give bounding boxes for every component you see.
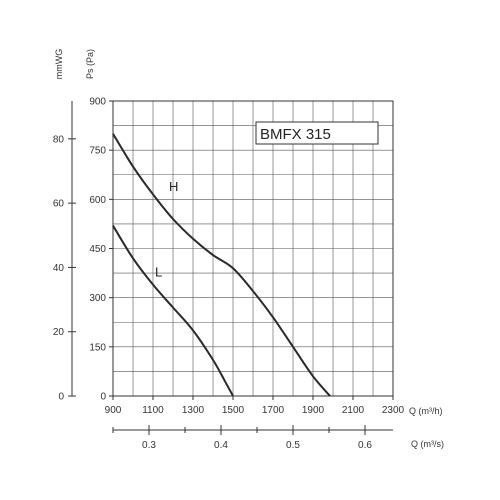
x2-tick-label: 0.4 (214, 440, 228, 451)
curve-label-l: L (155, 264, 162, 279)
chart-title: BMFX 315 (260, 126, 331, 143)
x2-tick-label: 0.3 (142, 440, 156, 451)
x-axis-title: Q (m³/h) (409, 406, 443, 416)
y2-axis-title: mmWG (54, 49, 64, 80)
y-tick-label: 450 (89, 244, 106, 255)
y-tick-label: 0 (100, 392, 106, 403)
y-axis-title: Ps (Pa) (85, 49, 95, 79)
x2-tick-label: 0.5 (286, 440, 300, 451)
y2-tick-label: 20 (53, 327, 65, 338)
curve-h (112, 133, 331, 397)
title-box (255, 121, 379, 145)
x-tick-label: 1500 (222, 405, 245, 416)
x-tick-label: 2300 (382, 405, 405, 416)
y-tick-label: 750 (89, 146, 106, 157)
x2-axis-title: Q (m³/s) (411, 439, 444, 449)
y2-tick-label: 80 (53, 134, 65, 145)
x-tick-label: 1300 (182, 405, 205, 416)
y-tick-label: 900 (89, 97, 106, 108)
grid (112, 100, 394, 397)
x2-tick-label: 0.6 (358, 440, 372, 451)
labels: HL (155, 179, 178, 279)
y2-tick-label: 40 (53, 263, 65, 274)
axes: 0 150 300 450 600 750 900 0 20 40 60 80 900 1100 1300 1… (53, 97, 405, 452)
x-tick-label: 2100 (342, 405, 365, 416)
y-tick-label: 600 (89, 195, 106, 206)
curves (112, 133, 331, 397)
curve-label-h: H (169, 179, 178, 194)
y2-tick-label: 60 (53, 199, 65, 210)
y2-tick-label: 0 (58, 392, 64, 403)
x-tick-label: 1700 (262, 405, 285, 416)
x-tick-label: 1100 (142, 405, 164, 416)
x-tick-label: 900 (105, 405, 122, 416)
x-tick-label: 1900 (302, 405, 325, 416)
y-tick-label: 300 (89, 293, 106, 304)
curve-l (112, 225, 234, 397)
y-tick-label: 150 (89, 342, 106, 353)
